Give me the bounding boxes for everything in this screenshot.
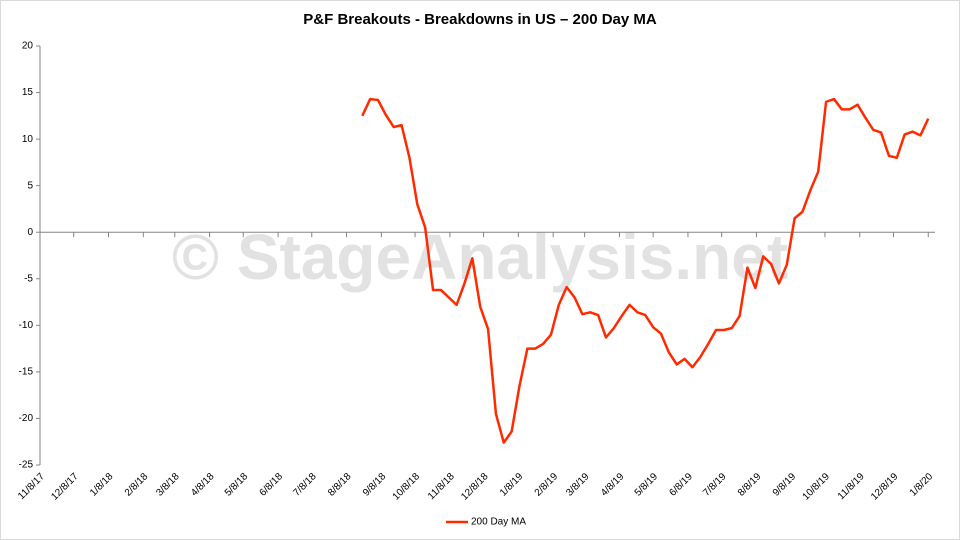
y-tick-label: -10: [19, 320, 34, 331]
legend-label: 200 Day MA: [471, 517, 526, 528]
y-tick-label: -15: [19, 367, 34, 378]
chart-title: P&F Breakouts - Breakdowns in US – 200 D…: [303, 11, 657, 28]
watermark: © StageAnalysis.net: [172, 221, 788, 293]
data-line: [361, 97, 930, 444]
y-tick-label: 15: [22, 87, 34, 98]
y-tick-label: -20: [19, 413, 34, 424]
y-tick-label: 5: [27, 180, 33, 191]
y-tick-label: 0: [27, 227, 33, 238]
y-tick-label: 20: [22, 41, 34, 52]
y-tick-label: -25: [19, 460, 34, 471]
y-tick-label: -5: [24, 273, 33, 284]
y-tick-label: 10: [22, 134, 34, 145]
